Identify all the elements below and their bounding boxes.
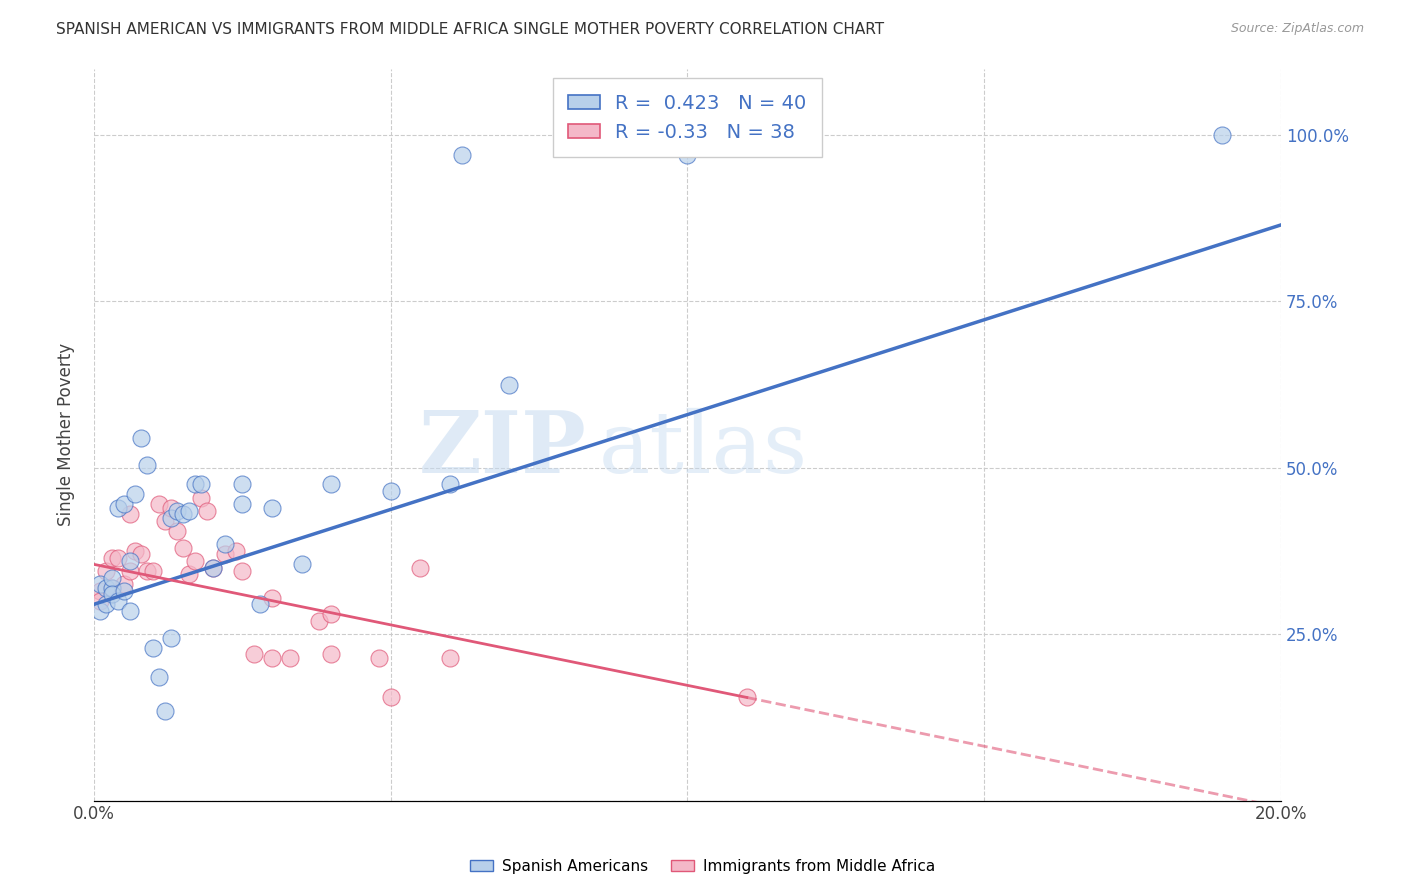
Point [136, 564, 159, 578]
Point [112, 577, 135, 591]
Point [184, 477, 207, 491]
Point [131, 431, 153, 445]
Point [201, 560, 224, 574]
Point [367, 650, 389, 665]
Legend: Spanish Americans, Immigrants from Middle Africa: Spanish Americans, Immigrants from Middl… [464, 853, 942, 880]
Point [291, 558, 314, 572]
Point [321, 477, 343, 491]
Point [177, 504, 200, 518]
Text: SPANISH AMERICAN VS IMMIGRANTS FROM MIDDLE AFRICA SINGLE MOTHER POVERTY CORRELAT: SPANISH AMERICAN VS IMMIGRANTS FROM MIDD… [56, 22, 884, 37]
Point [214, 537, 236, 551]
Point [214, 547, 236, 561]
Point [118, 508, 141, 522]
Point [676, 148, 699, 162]
Point [142, 564, 165, 578]
Point [190, 491, 212, 505]
Point [160, 510, 183, 524]
Point [100, 571, 122, 585]
Point [160, 500, 183, 515]
Point [100, 581, 122, 595]
Point [177, 567, 200, 582]
Point [184, 554, 207, 568]
Point [451, 148, 474, 162]
Point [225, 544, 247, 558]
Point [409, 560, 432, 574]
Point [153, 514, 176, 528]
Point [380, 690, 402, 705]
Point [148, 671, 170, 685]
Point [124, 544, 146, 558]
Y-axis label: Single Mother Poverty: Single Mother Poverty [58, 343, 75, 526]
Point [190, 477, 212, 491]
Point [94, 581, 117, 595]
Point [231, 564, 253, 578]
Point [107, 550, 129, 565]
Point [160, 631, 183, 645]
Point [243, 647, 266, 661]
Point [124, 487, 146, 501]
Point [148, 498, 170, 512]
Point [231, 498, 253, 512]
Point [100, 587, 122, 601]
Point [112, 498, 135, 512]
Point [100, 550, 122, 565]
Point [166, 524, 188, 538]
Point [278, 650, 301, 665]
Point [1211, 128, 1233, 142]
Point [308, 614, 330, 628]
Point [260, 591, 283, 605]
Point [89, 584, 111, 599]
Point [118, 604, 141, 618]
Point [89, 604, 111, 618]
Point [498, 377, 520, 392]
Point [166, 504, 188, 518]
Point [107, 594, 129, 608]
Point [735, 690, 758, 705]
Point [94, 597, 117, 611]
Point [89, 594, 111, 608]
Point [131, 547, 153, 561]
Point [439, 477, 461, 491]
Point [118, 564, 141, 578]
Point [107, 500, 129, 515]
Point [94, 564, 117, 578]
Point [89, 577, 111, 591]
Point [172, 508, 194, 522]
Point [260, 500, 283, 515]
Point [201, 560, 224, 574]
Point [100, 581, 122, 595]
Point [142, 640, 165, 655]
Point [136, 458, 159, 472]
Text: atlas: atlas [599, 408, 807, 491]
Point [321, 647, 343, 661]
Point [172, 541, 194, 555]
Text: ZIP: ZIP [419, 408, 586, 491]
Point [439, 650, 461, 665]
Point [380, 484, 402, 499]
Point [153, 704, 176, 718]
Text: Source: ZipAtlas.com: Source: ZipAtlas.com [1230, 22, 1364, 36]
Point [112, 584, 135, 599]
Point [118, 554, 141, 568]
Point [249, 597, 271, 611]
Point [231, 477, 253, 491]
Legend: R =  0.423   N = 40, R = -0.33   N = 38: R = 0.423 N = 40, R = -0.33 N = 38 [553, 78, 823, 157]
Point [260, 650, 283, 665]
Point [195, 504, 218, 518]
Point [321, 607, 343, 622]
